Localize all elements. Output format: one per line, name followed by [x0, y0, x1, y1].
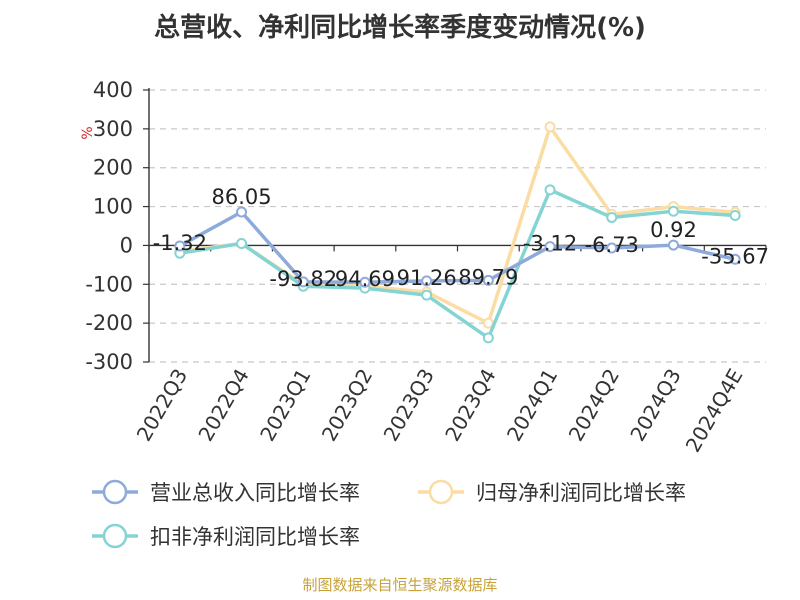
data-point	[297, 276, 309, 288]
data-point	[359, 276, 371, 288]
series-line	[179, 210, 736, 284]
data-point	[174, 240, 186, 252]
data-point	[421, 275, 433, 287]
legend-marker-icon	[428, 479, 454, 505]
data-point	[544, 121, 556, 133]
x-tick-label: 2022Q3	[132, 365, 192, 446]
data-label: 86.05	[211, 185, 271, 209]
y-tick-label: -300	[85, 350, 133, 374]
data-point	[236, 237, 248, 249]
data-point	[421, 289, 433, 301]
data-point	[482, 332, 494, 344]
data-point	[482, 274, 494, 286]
data-point	[729, 210, 741, 222]
data-label: 91.26	[397, 266, 457, 290]
x-tick-label: 2024Q4E	[681, 365, 748, 457]
legend-marker-icon	[102, 479, 128, 505]
legend-label: 营业总收入同比增长率	[150, 481, 360, 505]
x-tick-label: 2024Q2	[564, 365, 624, 446]
legend-label: 扣非净利润同比增长率	[150, 525, 360, 549]
data-label: -6.73	[585, 233, 639, 257]
data-label: -1.32	[153, 231, 207, 255]
legend-marker-icon	[102, 523, 128, 549]
legend-item[interactable]: 扣非净利润同比增长率	[92, 523, 360, 549]
data-point	[606, 211, 618, 223]
x-tick-label: 2024Q1	[502, 365, 562, 446]
x-tick-label: 2023Q4	[440, 365, 500, 446]
data-point	[544, 184, 556, 196]
data-label: 94.69	[335, 267, 395, 291]
chart-title: 总营收、净利同比增长率季度变动情况(%)	[154, 12, 646, 43]
series-lines	[174, 121, 741, 344]
y-tick-label: -100	[85, 272, 133, 296]
data-source-label: 制图数据来自恒生聚源数据库	[302, 576, 497, 594]
data-point	[667, 239, 679, 251]
data-label: -93.82	[269, 267, 337, 291]
data-point	[544, 241, 556, 253]
x-tick-label: 2023Q2	[317, 365, 377, 446]
x-tick-label: 2023Q1	[255, 365, 315, 446]
x-tick-label: 2022Q4	[193, 365, 253, 446]
data-point	[729, 253, 741, 265]
data-label: -35.67	[701, 244, 769, 268]
series-line	[179, 188, 736, 340]
data-label: -3.12	[523, 232, 577, 256]
data-point	[236, 206, 248, 218]
data-label: 89.79	[458, 265, 518, 289]
legend-item[interactable]: 归母净利润同比增长率	[418, 479, 686, 505]
data-label: 0.92	[650, 218, 697, 242]
x-tick-label: 2024Q3	[625, 365, 685, 446]
data-point	[667, 205, 679, 217]
y-tick-label: 0	[120, 233, 133, 257]
y-tick-label: 200	[93, 156, 133, 180]
y-axis-unit-label: %	[80, 126, 96, 139]
y-tick-label: -200	[85, 311, 133, 335]
legend-item[interactable]: 营业总收入同比增长率	[92, 479, 360, 505]
x-tick-label: 2023Q3	[379, 365, 439, 446]
grid-lines	[149, 89, 766, 363]
y-tick-label: 300	[93, 117, 133, 141]
y-tick-label: 100	[93, 195, 133, 219]
legend-label: 归母净利润同比增长率	[476, 481, 686, 505]
y-tick-label: 400	[93, 78, 133, 102]
data-point	[606, 242, 618, 254]
